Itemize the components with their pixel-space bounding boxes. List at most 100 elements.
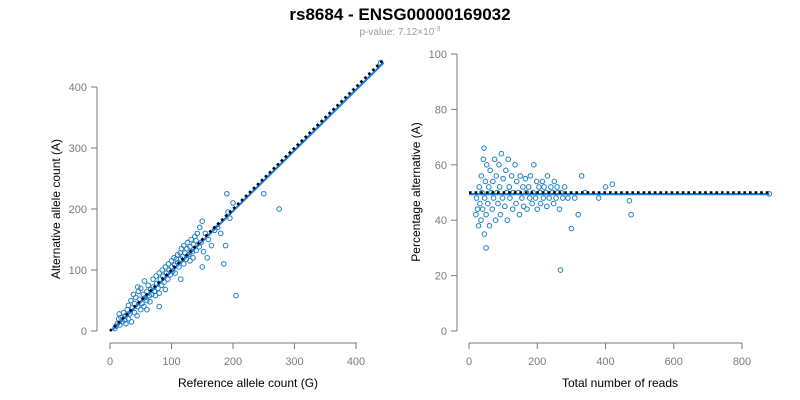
- data-point: [178, 245, 185, 252]
- data-point: [490, 178, 496, 185]
- reference-line: [109, 58, 385, 332]
- y-axis-title: Alternative allele count (A): [49, 139, 63, 279]
- data-point: [520, 184, 526, 190]
- data-point: [517, 173, 523, 179]
- data-point: [503, 167, 509, 174]
- data-point: [532, 195, 539, 201]
- data-point: [487, 167, 493, 174]
- y-tick-label: 20: [435, 271, 447, 283]
- data-point: [571, 195, 578, 201]
- data-point: [159, 267, 166, 273]
- data-point: [125, 316, 132, 322]
- data-point: [508, 173, 515, 179]
- data-point: [490, 195, 497, 201]
- data-point: [233, 292, 239, 299]
- data-point: [492, 217, 499, 223]
- x-tick-label: 600: [665, 356, 683, 368]
- data-point: [187, 258, 193, 264]
- data-point: [575, 211, 582, 218]
- data-point: [536, 184, 542, 190]
- data-point: [130, 291, 137, 298]
- x-tick-label: 300: [285, 356, 303, 368]
- y-tick-label: 400: [69, 82, 87, 94]
- data-point: [177, 276, 184, 282]
- data-point: [524, 206, 530, 212]
- data-point: [486, 222, 493, 229]
- y-tick-label: 200: [69, 204, 87, 216]
- data-point: [194, 230, 201, 237]
- chart-title: rs8684 - ENSG00000169032: [289, 5, 510, 24]
- y-tick-label: 100: [69, 265, 87, 277]
- data-point: [500, 175, 506, 182]
- data-point: [551, 178, 558, 185]
- fit-line: [112, 61, 385, 330]
- data-point: [553, 195, 559, 201]
- data-point: [128, 319, 135, 325]
- data-point: [484, 200, 491, 207]
- data-point: [276, 206, 282, 212]
- data-point: [554, 184, 560, 190]
- data-point: [489, 206, 496, 212]
- data-point: [496, 162, 502, 168]
- y-axis-title: Percentage alternative (A): [409, 122, 423, 261]
- data-point: [495, 200, 501, 207]
- data-point: [565, 195, 571, 201]
- x-tick-label: 0: [466, 356, 472, 368]
- data-point: [477, 200, 483, 207]
- data-point: [506, 184, 513, 190]
- data-point: [162, 264, 169, 270]
- data-point: [522, 175, 529, 182]
- data-point: [137, 306, 144, 313]
- data-point: [483, 162, 490, 168]
- data-point: [519, 195, 525, 201]
- data-point: [483, 211, 489, 218]
- data-point: [150, 276, 156, 282]
- data-point: [199, 264, 206, 270]
- data-point: [541, 184, 547, 190]
- data-point: [534, 206, 541, 212]
- data-point: [196, 224, 203, 231]
- subtitle-text: p-value: 7.12×10: [359, 27, 434, 38]
- y-tick-label: 40: [435, 215, 447, 227]
- y-tick-label: 80: [435, 104, 447, 116]
- data-point: [560, 195, 566, 201]
- data-point: [222, 242, 229, 249]
- x-tick-label: 800: [733, 356, 751, 368]
- data-point: [199, 218, 206, 224]
- data-point: [137, 285, 144, 292]
- data-point: [502, 203, 508, 210]
- data-point: [556, 206, 563, 212]
- data-point: [482, 178, 489, 185]
- data-point: [144, 297, 150, 304]
- data-point: [481, 195, 488, 201]
- data-point: [184, 239, 191, 246]
- data-point: [540, 195, 547, 201]
- data-point: [476, 184, 483, 190]
- data-point: [561, 184, 568, 190]
- data-point: [478, 217, 484, 223]
- data-point: [485, 184, 492, 190]
- data-point: [224, 190, 230, 197]
- data-point: [483, 245, 489, 251]
- data-point: [527, 173, 534, 179]
- data-point: [162, 286, 169, 293]
- data-point: [187, 244, 193, 250]
- data-point: [544, 203, 550, 210]
- data-point: [165, 261, 172, 267]
- x-axis-title: Total number of reads: [562, 376, 678, 390]
- data-point: [609, 181, 616, 187]
- data-point: [144, 306, 150, 313]
- data-point: [172, 270, 178, 276]
- data-point: [481, 231, 488, 237]
- y-tick-label: 60: [435, 160, 447, 172]
- data-point: [260, 190, 267, 197]
- data-point: [227, 215, 233, 221]
- data-point: [531, 162, 537, 168]
- data-point: [628, 211, 634, 218]
- data-point: [498, 150, 505, 157]
- data-point: [217, 230, 224, 237]
- data-point: [491, 156, 498, 163]
- subtitle-exponent: -3: [434, 26, 440, 33]
- data-point: [496, 184, 503, 190]
- panel-allele-counts: 0 100 200 300 400 0 100 200 300 400 Reference alle…: [49, 58, 385, 390]
